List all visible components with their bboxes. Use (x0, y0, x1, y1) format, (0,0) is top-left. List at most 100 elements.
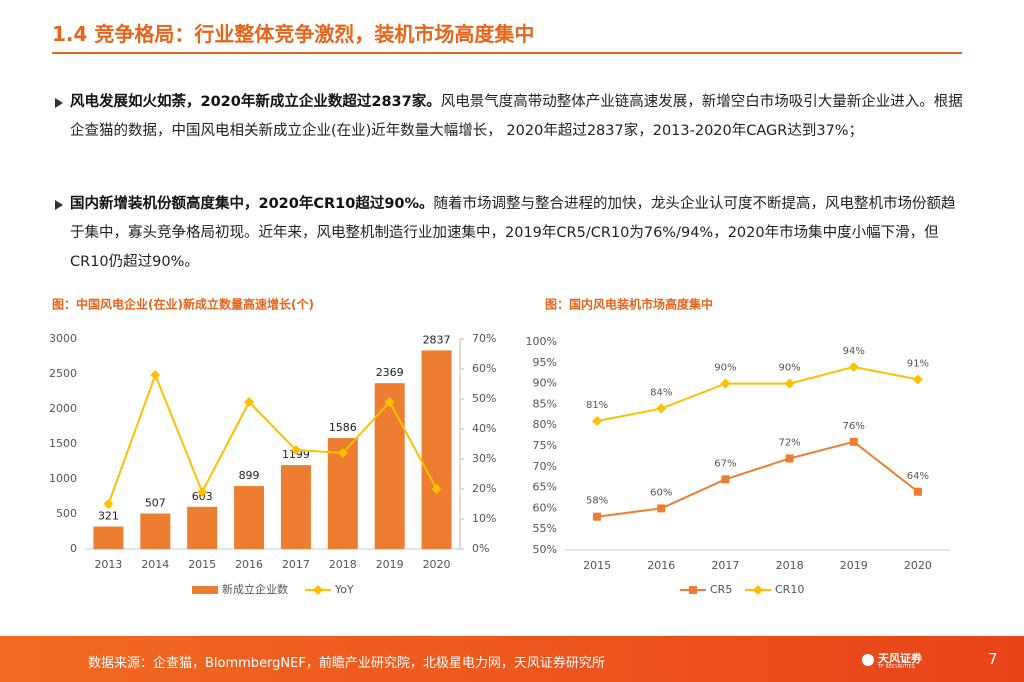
slide-title: 1.4 竞争格局：行业整体竞争激烈，装机市场高度集中 (52, 22, 535, 46)
y-tick-label: 85% (533, 397, 557, 410)
value-label: 60% (650, 487, 672, 498)
legend-marker (753, 585, 763, 595)
value-label: 64% (907, 471, 929, 482)
bar (93, 526, 124, 549)
bullet-text: 随着市场调整与整合进程的加快，龙头企业认可度不断提高，风电整机市场份额趋于集中，… (70, 196, 956, 270)
bar (421, 350, 452, 549)
y2-tick-label: 50% (472, 392, 496, 405)
value-label: 2369 (376, 366, 404, 379)
y-tick-label: 95% (533, 356, 557, 369)
bar (187, 506, 218, 549)
point (593, 512, 602, 521)
charts: 图：中国风电企业(在业)新成立数量高速增长(个) 0 500 1000 1500 2000… (49, 297, 950, 596)
point (337, 448, 348, 458)
point (431, 484, 442, 494)
x-tick-label: 2017 (711, 559, 739, 572)
value-label: 94% (843, 346, 865, 357)
series-line (107, 372, 438, 505)
y-tick-label: 65% (533, 481, 557, 494)
point (150, 370, 161, 380)
point (721, 475, 730, 484)
point (785, 454, 794, 463)
point (244, 397, 255, 407)
bullet: 风电发展如火如荼，2020年新成立企业数超过2837家。风电景气度高带动整体产业… (52, 88, 970, 146)
x-tick-label: 2016 (235, 558, 263, 571)
value-label: 72% (778, 437, 800, 448)
y-tick-label: 75% (533, 439, 557, 452)
value-label: 321 (98, 510, 119, 523)
y2-tick-label: 60% (472, 362, 496, 375)
y2-tick-label: 70% (472, 332, 496, 345)
value-label: 1586 (329, 421, 357, 434)
y-tick-label: 50% (533, 543, 557, 556)
y2-tick-label: 40% (472, 422, 496, 435)
chart-title: 图：中国风电企业(在业)新成立数量高速增长(个) (52, 297, 314, 312)
bar (140, 513, 171, 549)
point (913, 487, 922, 496)
value-label: 91% (907, 358, 929, 369)
x-tick-label: 2015 (188, 558, 216, 571)
point (657, 504, 666, 513)
series-line (596, 440, 919, 518)
bullet-text: 风电景气度高带动整体产业链高速发展，新增空白市场吸引大量新企业进入。根据企查猫的… (70, 94, 963, 139)
logo-sub: TF SECURITIES (878, 664, 915, 670)
page-number: 7 (988, 650, 998, 668)
x-tick-label: 2014 (141, 558, 169, 571)
x-tick-label: 2020 (904, 559, 932, 572)
y-tick-label: 2500 (49, 367, 77, 380)
point (103, 499, 114, 509)
y-tick-label: 3000 (49, 332, 77, 345)
y-tick-label: 55% (533, 522, 557, 535)
value-label: 84% (650, 388, 672, 399)
point (656, 403, 667, 414)
legend-marker (313, 585, 323, 595)
chart-title: 图：国内风电装机市场高度集中 (545, 297, 713, 312)
value-label: 81% (586, 400, 608, 411)
bar (234, 486, 265, 549)
point (384, 397, 395, 407)
y-tick-label: 2000 (49, 402, 77, 415)
y-tick-label: 1500 (49, 437, 77, 450)
legend-label: CR10 (775, 583, 804, 596)
y2-tick-label: 20% (472, 482, 496, 495)
y-tick-label: 100% (526, 335, 557, 348)
y-tick-label: 500 (56, 507, 77, 520)
value-label: 2837 (423, 333, 451, 346)
value-label: 58% (586, 496, 608, 507)
legend-label: 新成立企业数 (222, 582, 288, 596)
y2-tick-label: 30% (472, 452, 496, 465)
x-tick-label: 2017 (282, 558, 310, 571)
y2-tick-label: 0% (472, 542, 489, 555)
value-label: 899 (239, 469, 260, 482)
point (197, 487, 208, 497)
series-line (596, 365, 919, 423)
y-tick-label: 60% (533, 501, 557, 514)
x-tick-label: 2013 (94, 558, 122, 571)
x-tick-label: 2016 (647, 559, 675, 572)
legend-label: CR5 (710, 583, 732, 596)
value-label: 90% (778, 363, 800, 374)
bar (280, 465, 311, 549)
x-tick-label: 2018 (776, 559, 804, 572)
bullet-bold: 风电发展如火如荼，2020年新成立企业数超过2837家。 (70, 94, 441, 110)
y-tick-label: 70% (533, 460, 557, 473)
y-tick-label: 0 (70, 542, 77, 555)
point (592, 416, 603, 427)
point (912, 374, 923, 385)
logo: 天风证券 (878, 652, 922, 665)
legend-marker (689, 586, 697, 594)
y-tick-label: 90% (533, 377, 557, 390)
x-tick-label: 2018 (329, 558, 357, 571)
x-tick-label: 2015 (583, 559, 611, 572)
title-rule (52, 52, 962, 54)
legend-swatch (192, 586, 218, 594)
y-tick-label: 1000 (49, 472, 77, 485)
point (784, 378, 795, 389)
x-tick-label: 2019 (840, 559, 868, 572)
footer-bar (0, 636, 1024, 682)
x-tick-label: 2020 (423, 558, 451, 571)
value-label: 76% (843, 421, 865, 432)
point (849, 437, 858, 446)
bar (374, 383, 405, 549)
